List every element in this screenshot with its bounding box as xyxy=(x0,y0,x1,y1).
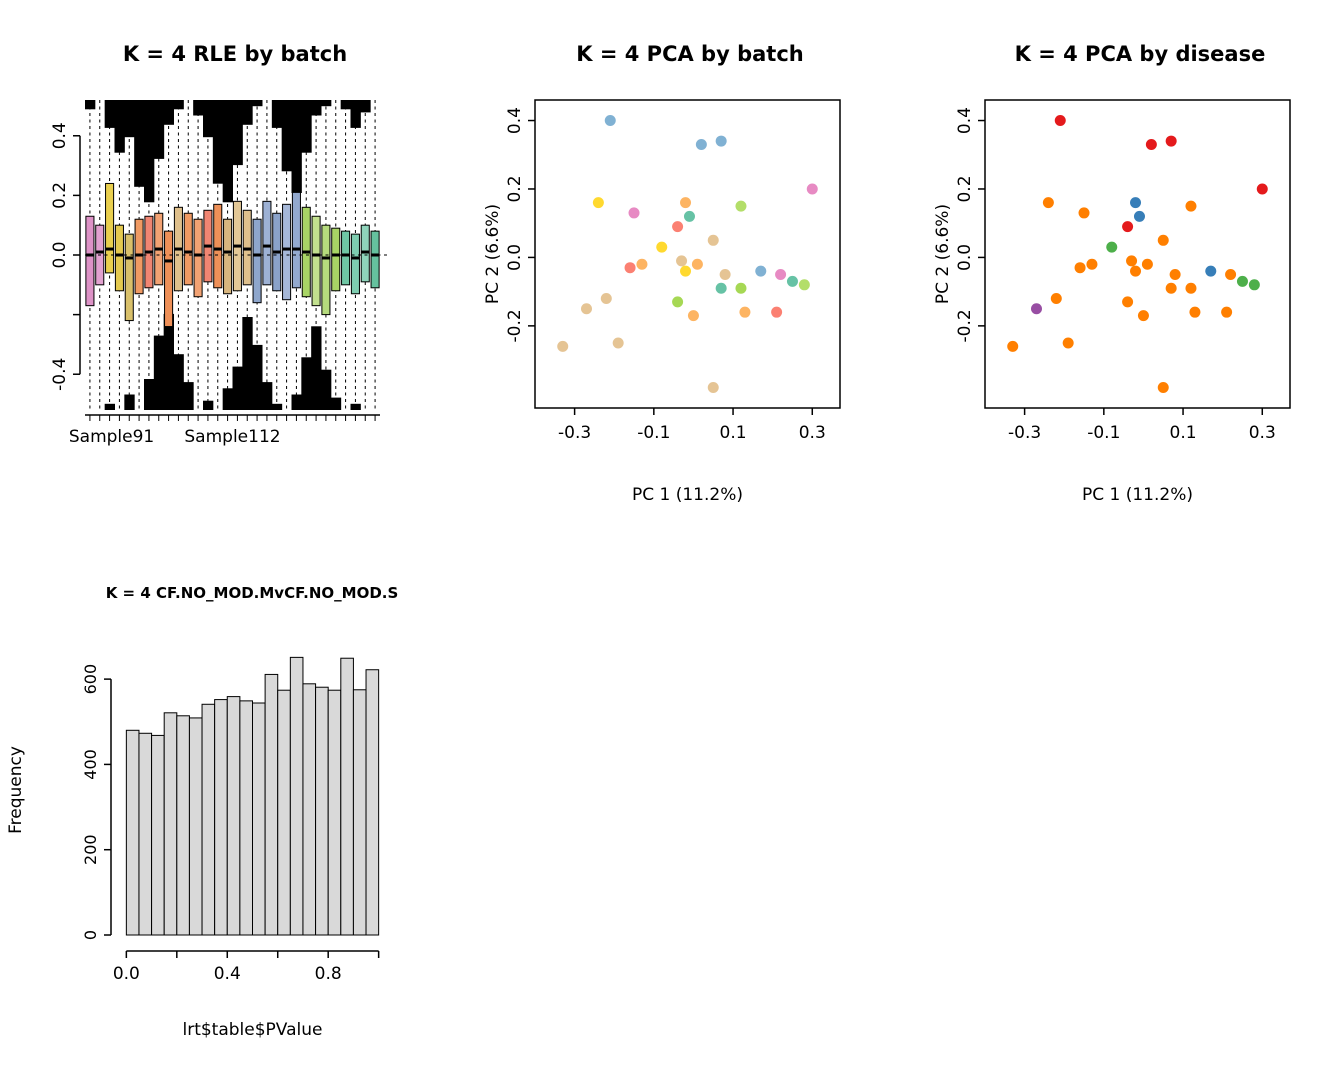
svg-text:0.0: 0.0 xyxy=(50,241,70,268)
svg-text:0.2: 0.2 xyxy=(955,175,975,202)
pca-batch-svg: -0.3 -0.1 0.1 0.3 -0.2 0.0 0.2 0.4 xyxy=(505,99,841,443)
pca-disease-ylabel: PC 2 (6.6%) xyxy=(933,203,953,305)
svg-text:0.4: 0.4 xyxy=(955,107,975,134)
svg-text:0.0: 0.0 xyxy=(505,244,525,271)
svg-text:0.2: 0.2 xyxy=(50,182,70,209)
svg-text:0.1: 0.1 xyxy=(720,423,747,443)
pca-batch-xlabel: PC 1 (11.2%) xyxy=(631,485,743,505)
pvalue-histogram-chart: K = 4 CF.NO_MOD.MvCF.NO_MOD.S 0.0 0.4 0.8 0… xyxy=(0,558,440,1075)
svg-text:-0.4: -0.4 xyxy=(50,358,70,391)
rle-chart: K = 4 RLE by batch -0.4 0.0 0.2 0.4 Sample91… xyxy=(20,20,450,550)
svg-text:0.1: 0.1 xyxy=(1170,423,1197,443)
pvalue-histogram-svg: 0.0 0.4 0.8 0 200 400 600 xyxy=(81,656,380,984)
svg-text:0.3: 0.3 xyxy=(1249,423,1276,443)
plot-frame xyxy=(534,99,841,409)
scatter-points xyxy=(1007,115,1268,393)
pvalue-histogram-ylabel: Frequency xyxy=(6,746,26,834)
pca-disease-chart: K = 4 PCA by disease -0.3 -0.1 0.1 0.3 -0.2 0… xyxy=(925,20,1344,560)
svg-text:-0.1: -0.1 xyxy=(1087,423,1120,443)
plot-frame xyxy=(984,99,1291,409)
svg-text:200: 200 xyxy=(81,834,100,865)
scatter-points xyxy=(557,115,818,393)
pca-batch-chart-title: K = 4 PCA by batch xyxy=(576,42,804,66)
pca-batch-chart: K = 4 PCA by batch -0.3 -0.1 0.1 0.3 -0.2 0.0… xyxy=(475,20,905,560)
svg-text:0.4: 0.4 xyxy=(214,964,241,984)
svg-text:600: 600 xyxy=(81,664,100,695)
svg-text:-0.1: -0.1 xyxy=(637,423,670,443)
pvalue-histogram-title: K = 4 CF.NO_MOD.MvCF.NO_MOD.S xyxy=(105,584,399,602)
svg-text:0.0: 0.0 xyxy=(955,244,975,271)
svg-text:-0.3: -0.3 xyxy=(1008,423,1041,443)
svg-text:0.4: 0.4 xyxy=(505,107,525,134)
svg-text:-0.3: -0.3 xyxy=(558,423,591,443)
svg-text:-0.2: -0.2 xyxy=(955,309,975,342)
svg-text:Sample112: Sample112 xyxy=(184,427,280,447)
svg-text:-0.2: -0.2 xyxy=(505,309,525,342)
pca-disease-svg: -0.3 -0.1 0.1 0.3 -0.2 0.0 0.2 0.4 xyxy=(955,99,1291,443)
rle-panel xyxy=(85,100,380,410)
svg-text:0.3: 0.3 xyxy=(799,423,826,443)
pvalue-histogram-xlabel: lrt$table$PValue xyxy=(182,1020,323,1040)
svg-text:0.4: 0.4 xyxy=(50,122,70,149)
svg-text:0.8: 0.8 xyxy=(315,964,342,984)
rle-chart-title: K = 4 RLE by batch xyxy=(122,42,348,66)
svg-text:0: 0 xyxy=(81,930,100,940)
svg-text:400: 400 xyxy=(81,749,100,780)
pca-disease-chart-title: K = 4 PCA by disease xyxy=(1014,42,1266,66)
histogram-bars xyxy=(125,656,380,936)
svg-text:Sample91: Sample91 xyxy=(69,427,154,447)
svg-text:0.0: 0.0 xyxy=(113,964,140,984)
pca-disease-xlabel: PC 1 (11.2%) xyxy=(1081,485,1193,505)
svg-text:0.2: 0.2 xyxy=(505,175,525,202)
rle-svg: -0.4 0.0 0.2 0.4 Sample91 Sample112 xyxy=(50,100,390,447)
pca-batch-ylabel: PC 2 (6.6%) xyxy=(483,203,503,305)
